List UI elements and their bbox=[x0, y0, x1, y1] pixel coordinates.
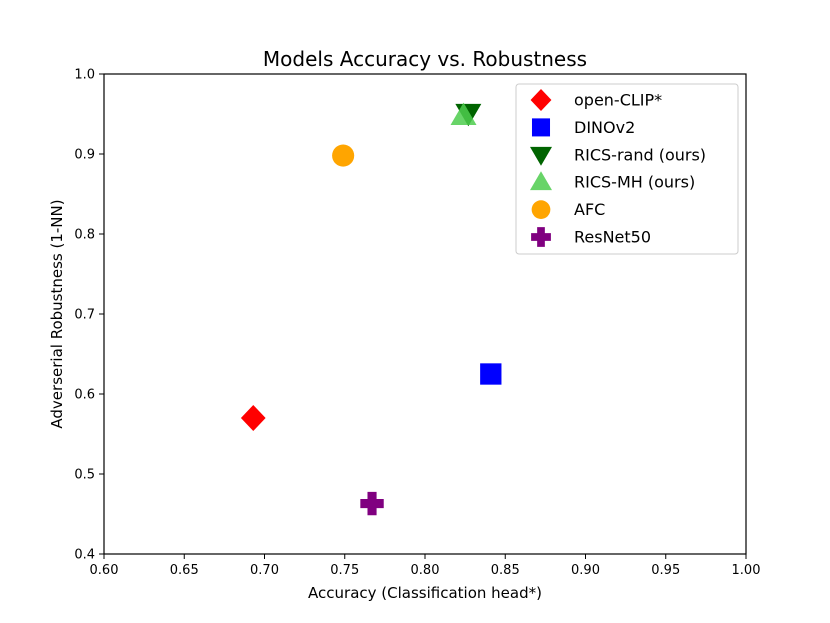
legend-label: open-CLIP* bbox=[574, 91, 662, 110]
legend-label: AFC bbox=[574, 200, 605, 219]
legend-frame bbox=[515, 83, 739, 255]
point-open-clip bbox=[240, 405, 266, 431]
point-resnet50 bbox=[360, 491, 384, 516]
legend-marker bbox=[530, 171, 552, 191]
legend-label: RICS-rand (ours) bbox=[574, 145, 706, 164]
y-tick-label: 0.9 bbox=[74, 148, 95, 163]
x-tick-label: 0.75 bbox=[330, 563, 359, 578]
x-tick-label: 0.90 bbox=[571, 563, 600, 578]
legend-label: RICS-MH (ours) bbox=[574, 173, 695, 192]
x-tick-label: 1.00 bbox=[732, 563, 761, 578]
x-tick-label: 0.70 bbox=[250, 563, 279, 578]
y-tick-label: 0.6 bbox=[74, 388, 95, 403]
x-tick-label: 0.80 bbox=[411, 563, 440, 578]
y-tick-label: 0.7 bbox=[74, 308, 95, 323]
y-tick-label: 0.5 bbox=[74, 468, 95, 483]
y-axis-label: Adverserial Robustness (1-NN) bbox=[48, 199, 66, 428]
x-axis-label: Accuracy (Classification head*) bbox=[308, 584, 542, 602]
x-tick-label: 0.65 bbox=[170, 563, 199, 578]
y-axis: 0.4 0.5 0.6 0.7 0.8 0.9 1.0 bbox=[74, 68, 104, 563]
legend: open-CLIP* DINOv2 RICS-rand (ours) RICS-MH … bbox=[515, 83, 739, 255]
x-tick-label: 0.85 bbox=[491, 563, 520, 578]
chart-title: Models Accuracy vs. Robustness bbox=[263, 47, 587, 71]
legend-marker bbox=[531, 200, 551, 219]
data-points bbox=[240, 102, 502, 516]
x-tick-label: 0.60 bbox=[90, 563, 119, 578]
legend-marker bbox=[531, 118, 551, 137]
y-tick-label: 0.8 bbox=[74, 228, 95, 243]
legend-marker bbox=[531, 227, 551, 247]
point-rics-mh-ours bbox=[450, 102, 477, 125]
point-afc bbox=[332, 144, 355, 167]
point-dinov2 bbox=[480, 363, 502, 385]
x-axis: 0.60 0.65 0.70 0.75 0.80 0.85 0.90 0.95 1.00 bbox=[90, 554, 761, 578]
legend-label: ResNet50 bbox=[574, 228, 651, 247]
legend-marker bbox=[530, 89, 552, 111]
legend-label: DINOv2 bbox=[574, 118, 635, 137]
x-tick-label: 0.95 bbox=[651, 563, 680, 578]
y-tick-label: 1.0 bbox=[74, 68, 95, 83]
legend-marker bbox=[530, 146, 552, 166]
y-tick-label: 0.4 bbox=[74, 548, 95, 563]
